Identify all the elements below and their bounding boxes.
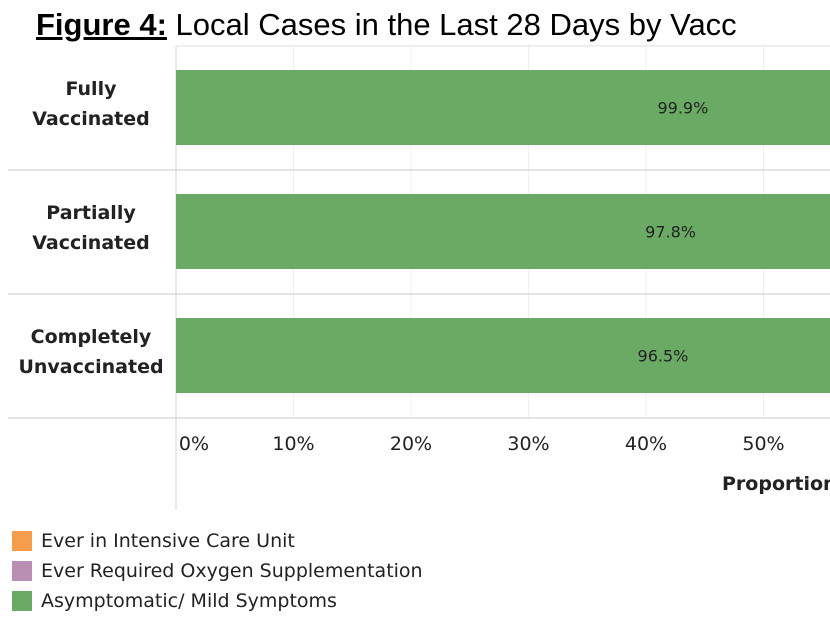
x-tick-label: 30% (507, 433, 549, 455)
category-label: Partially Vaccinated (32, 202, 149, 254)
legend-swatch (12, 591, 32, 611)
data-label: 99.9% (657, 99, 708, 118)
category-label: Completely Unvaccinated (18, 326, 163, 378)
figure-caption: Local Cases in the Last 28 Days by Vacc (166, 7, 737, 42)
legend-swatch (12, 561, 32, 581)
legend-item: Ever Required Oxygen Supplementation (12, 556, 423, 586)
data-label: 96.5% (638, 347, 689, 366)
x-tick-label: 40% (625, 433, 667, 455)
x-tick-label: 10% (272, 433, 314, 455)
chart-title: Figure 4: Local Cases in the Last 28 Day… (36, 7, 737, 43)
x-tick-label: 20% (390, 433, 432, 455)
legend-item: Asymptomatic/ Mild Symptoms (12, 586, 423, 616)
legend-swatch (12, 531, 32, 551)
x-axis-title: Proportion (722, 473, 830, 495)
bar (176, 194, 830, 269)
legend-label: Ever in Intensive Care Unit (41, 530, 295, 552)
category-label: Fully Vaccinated (32, 78, 149, 130)
x-tick-label: 50% (742, 433, 784, 455)
data-label: 97.8% (645, 223, 696, 242)
bar (176, 70, 830, 145)
legend-label: Asymptomatic/ Mild Symptoms (41, 590, 337, 612)
bar (176, 318, 830, 393)
bar-chart: 99.9% 97.8% 96.5% Fully Vaccinated Partially… (8, 45, 830, 510)
legend-label: Ever Required Oxygen Supplementation (41, 560, 423, 582)
bars: 99.9% 97.8% 96.5% (176, 70, 830, 393)
legend: Ever in Intensive Care Unit Ever Required… (12, 526, 423, 616)
figure-number: Figure 4: (36, 7, 167, 42)
x-tick-labels: 0% 10% 20% 30% 40% 50% (179, 433, 785, 455)
legend-item: Ever in Intensive Care Unit (12, 526, 423, 556)
category-labels: Fully Vaccinated Partially Vaccinated Comple… (18, 78, 163, 378)
x-tick-label: 0% (179, 433, 209, 455)
